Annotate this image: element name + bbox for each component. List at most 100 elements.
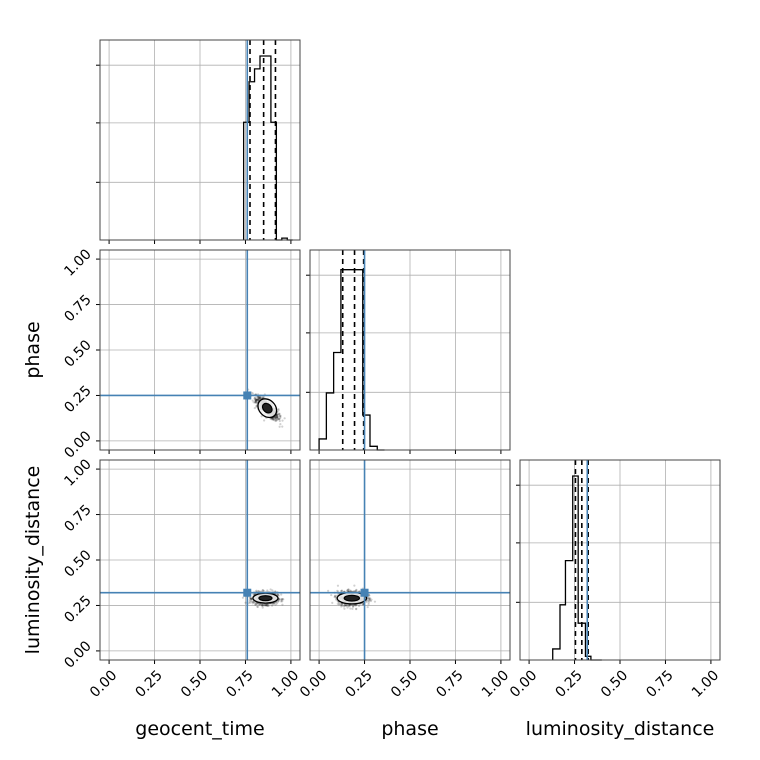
sample-point <box>367 597 370 600</box>
sample-point <box>259 396 262 399</box>
sample-point <box>368 594 371 597</box>
panel-frame <box>519 459 721 661</box>
sample-point <box>355 589 358 592</box>
sample-point <box>277 418 281 421</box>
sample-point <box>331 601 334 604</box>
sample-point <box>277 417 281 421</box>
sample-point <box>276 593 279 596</box>
sample-point <box>249 599 252 603</box>
sample-point <box>249 597 252 600</box>
sample-point <box>255 401 258 405</box>
sample-point <box>277 600 280 603</box>
sample-point <box>340 602 344 605</box>
sample-point <box>361 602 364 606</box>
sample-point <box>253 397 257 400</box>
sample-point <box>276 418 279 421</box>
sample-point <box>276 601 279 604</box>
sample-point <box>275 419 278 422</box>
sample-point <box>271 602 274 605</box>
sample-point <box>254 398 257 401</box>
sample-point <box>351 604 355 607</box>
sample-point <box>255 398 259 402</box>
sample-point <box>260 415 263 418</box>
sample-point <box>251 399 254 402</box>
contour-inner <box>258 595 273 602</box>
sample-point <box>355 607 358 610</box>
sample-point <box>275 414 278 417</box>
sample-point <box>349 589 352 593</box>
sample-point <box>343 604 346 607</box>
sample-point <box>255 405 258 408</box>
panel-frame <box>309 459 511 661</box>
sample-point <box>274 418 277 421</box>
sample-point <box>257 396 260 399</box>
sample-point <box>334 594 337 597</box>
sample-point <box>274 590 277 593</box>
sample-point <box>279 415 282 418</box>
sample-point <box>278 598 281 601</box>
sample-point <box>349 589 352 592</box>
panel-frame <box>99 459 301 661</box>
sample-point <box>269 417 272 420</box>
sample-point <box>255 397 258 400</box>
sample-point <box>253 401 257 404</box>
sample-point <box>249 601 252 604</box>
sample-point <box>330 593 333 597</box>
sample-point <box>257 398 260 401</box>
sample-point <box>366 606 369 609</box>
sample-point <box>257 396 260 399</box>
sample-point <box>257 398 260 401</box>
sample-point <box>263 419 266 422</box>
sample-point <box>340 605 343 608</box>
panel-frame <box>99 39 301 241</box>
sample-point <box>347 604 350 608</box>
sample-point <box>276 417 279 420</box>
sample-point <box>346 606 349 609</box>
x-axis-label-luminosity-distance: luminosity_distance <box>526 718 715 740</box>
sample-point <box>278 425 281 428</box>
sample-point <box>278 412 281 415</box>
sample-point <box>258 396 261 399</box>
sample-point <box>280 600 283 603</box>
sample-point <box>276 415 279 418</box>
sample-point <box>275 417 278 420</box>
sample-point <box>280 598 284 601</box>
sample-point <box>266 604 269 607</box>
sample-point <box>278 419 281 423</box>
sample-point <box>282 598 285 601</box>
sample-point <box>254 398 258 402</box>
sample-point <box>278 417 281 420</box>
y-axis-label-luminosity-distance: luminosity_distance <box>22 466 44 655</box>
sample-point <box>266 589 269 592</box>
sample-point <box>260 603 264 606</box>
sample-point <box>271 604 274 607</box>
sample-point <box>352 590 355 593</box>
sample-point <box>262 604 265 607</box>
sample-point <box>254 398 257 401</box>
sample-point <box>272 418 275 422</box>
sample-point <box>370 598 373 601</box>
sample-point <box>355 608 358 611</box>
sample-point <box>241 596 244 599</box>
sample-point <box>259 397 262 400</box>
sample-point <box>275 416 278 419</box>
sample-point <box>369 599 373 603</box>
sample-point <box>259 396 262 399</box>
sample-point <box>250 597 253 601</box>
sample-point <box>261 604 264 607</box>
sample-point <box>276 415 279 419</box>
panel-geocent_time <box>96 39 301 244</box>
sample-point <box>275 415 278 419</box>
sample-point <box>275 602 278 605</box>
sample-point <box>254 399 257 402</box>
sample-point <box>255 602 258 605</box>
sample-point <box>367 601 370 604</box>
sample-point <box>271 417 274 420</box>
sample-point <box>252 601 255 604</box>
sample-point <box>264 604 267 607</box>
sample-point <box>275 414 278 417</box>
sample-point <box>354 589 357 593</box>
sample-point <box>281 603 284 606</box>
panel-phase <box>306 249 511 454</box>
sample-point <box>347 588 350 591</box>
